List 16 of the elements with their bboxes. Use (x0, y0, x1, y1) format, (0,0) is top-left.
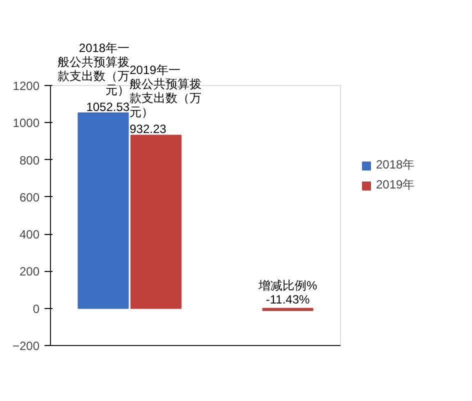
bar (262, 308, 314, 311)
y-tick-label: 800 (19, 153, 40, 168)
bar (130, 134, 182, 309)
y-tick-label: 1000 (12, 116, 40, 130)
bar (78, 112, 129, 309)
y-tick-label: 1200 (12, 79, 40, 93)
legend-label: 2018年 (376, 156, 416, 174)
data-label: 2019年一般公共预算拨款支出数（万元） 932.23 (130, 63, 202, 136)
y-tick-label: −200 (12, 339, 40, 353)
legend-label: 2019年 (376, 176, 416, 194)
data-label: 增减比例% -11.43% (257, 278, 318, 306)
y-tick-label: 0 (32, 302, 40, 316)
y-tick-label: 200 (19, 264, 40, 279)
y-tick-label: 400 (19, 228, 40, 242)
data-label: 2018年一般公共预算拨款支出数（万元） 1052.53 (58, 40, 130, 114)
y-tick-label: 600 (19, 190, 40, 204)
